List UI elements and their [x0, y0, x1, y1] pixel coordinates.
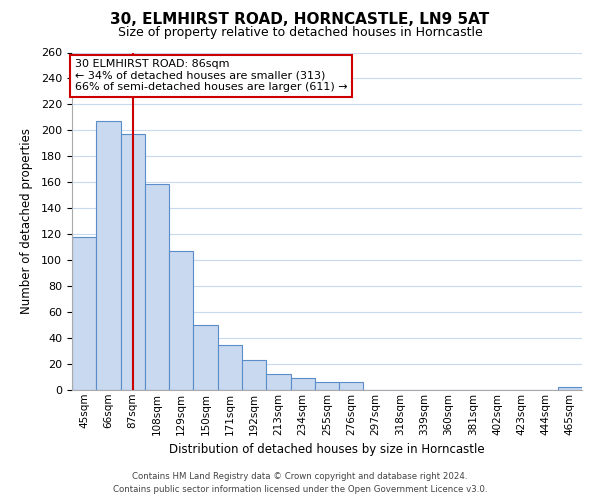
Bar [193, 325, 218, 390]
Bar [242, 360, 266, 390]
Bar [121, 134, 145, 390]
Text: Contains HM Land Registry data © Crown copyright and database right 2024.
Contai: Contains HM Land Registry data © Crown c… [113, 472, 487, 494]
Bar [339, 382, 364, 390]
Bar [266, 374, 290, 390]
Bar [72, 237, 96, 390]
Bar [96, 122, 121, 390]
Bar [558, 388, 582, 390]
Bar [169, 251, 193, 390]
X-axis label: Distribution of detached houses by size in Horncastle: Distribution of detached houses by size … [169, 443, 485, 456]
Text: Size of property relative to detached houses in Horncastle: Size of property relative to detached ho… [118, 26, 482, 39]
Text: 30, ELMHIRST ROAD, HORNCASTLE, LN9 5AT: 30, ELMHIRST ROAD, HORNCASTLE, LN9 5AT [110, 12, 490, 28]
Bar [145, 184, 169, 390]
Y-axis label: Number of detached properties: Number of detached properties [20, 128, 32, 314]
Bar [290, 378, 315, 390]
Bar [218, 344, 242, 390]
Bar [315, 382, 339, 390]
Text: 30 ELMHIRST ROAD: 86sqm
← 34% of detached houses are smaller (313)
66% of semi-d: 30 ELMHIRST ROAD: 86sqm ← 34% of detache… [74, 59, 347, 92]
